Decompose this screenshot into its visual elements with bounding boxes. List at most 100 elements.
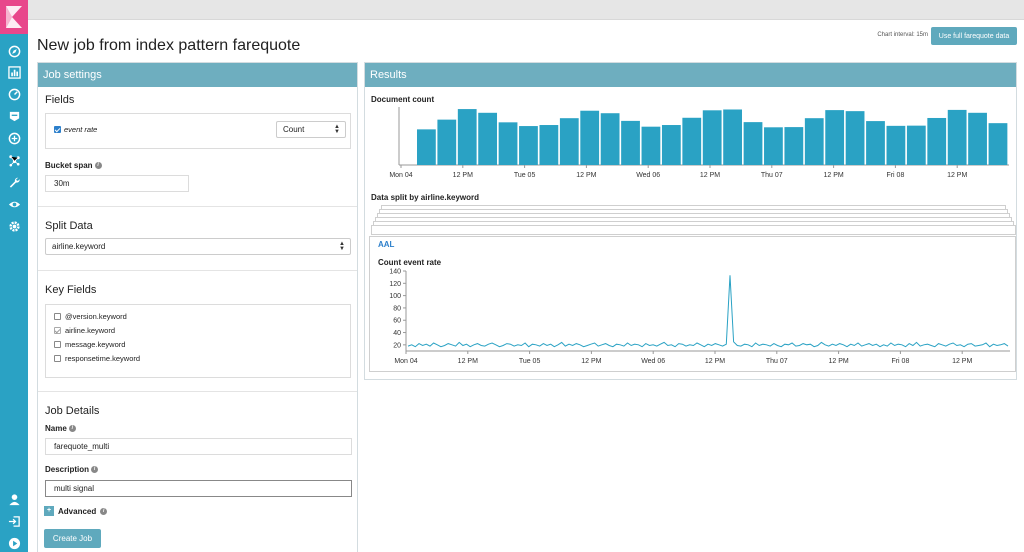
x-tick-label: 12 PM [705,358,725,365]
job-settings-header: Job settings [38,63,357,87]
stacked-split-card[interactable] [371,225,1016,235]
bar[interactable] [478,112,498,165]
key-field-responsetime[interactable]: responsetime.keyword [54,354,140,363]
dashboard-icon[interactable] [5,85,23,103]
bar[interactable] [539,125,559,165]
management-icon[interactable] [5,217,23,235]
event-rate-line[interactable] [407,275,1009,348]
bar[interactable] [457,109,477,165]
key-field-label: @version.keyword [65,312,127,321]
x-tick-label: 12 PM [947,172,967,179]
expand-plus-icon[interactable]: + [44,506,54,516]
bar[interactable] [682,117,702,165]
results-panel: Results Document count Mon 04 12 PM Tue 05… [364,62,1017,380]
key-field-message[interactable]: message.keyword [54,340,125,349]
x-tick-label: 12 PM [458,358,478,365]
discover-icon[interactable] [5,42,23,60]
x-tick-label: 12 PM [576,172,596,179]
y-tick-label: 140 [389,269,401,276]
bar[interactable] [906,125,926,165]
split-card-aal[interactable]: AAL Count event rate 20 40 60 80 100 120 140 Mo… [369,236,1016,372]
use-full-data-button[interactable]: Use full farequote data [931,27,1017,45]
bar[interactable] [784,127,804,165]
kibana-logo[interactable] [0,0,28,34]
bar[interactable] [947,109,967,165]
document-count-chart: Mon 04 12 PM Tue 05 12 PM Wed 06 12 PM Thu 07 1… [389,107,1009,179]
split-title: Data split by airline.keyword [371,193,480,202]
bar[interactable] [723,109,742,165]
bar[interactable] [886,125,906,165]
bar[interactable] [845,111,865,165]
checkbox[interactable] [54,341,61,348]
advanced-toggle[interactable]: + Advanced i [44,506,108,516]
bar[interactable] [825,110,845,165]
advanced-label: Advanced [58,506,97,516]
split-data-select[interactable]: airline.keyword ▲ ▼ [45,238,351,255]
event-rate-checkbox[interactable] [54,126,61,133]
bar[interactable] [417,129,436,165]
bar[interactable] [743,122,763,165]
bucket-span-label-text: Bucket span [45,161,93,170]
job-name-input[interactable]: farequote_multi [45,438,352,455]
count-event-rate-chart: 20 40 60 80 100 120 140 Mon 04 12 PM Tue 05 12 PM W… [389,269,1010,365]
bar[interactable] [702,110,722,165]
top-bar [28,0,1024,20]
bar[interactable] [641,126,661,165]
x-tick-label: Mon 04 [389,172,412,179]
divider [38,206,357,207]
job-description-input[interactable]: multi signal [45,480,352,497]
checkbox[interactable] [54,327,61,334]
monitoring-icon[interactable] [5,195,23,213]
key-field-airline[interactable]: airline.keyword [54,326,115,335]
function-select[interactable]: Count ▲ ▼ [276,121,346,138]
info-icon[interactable]: i [68,425,76,432]
info-icon[interactable]: i [91,466,99,473]
event-rate-field[interactable]: event rate [54,125,97,134]
bar[interactable] [764,127,783,165]
x-tick-label: Mon 04 [394,358,417,365]
bar[interactable] [498,122,518,165]
bar[interactable] [661,125,681,165]
x-tick-label: 12 PM [453,172,473,179]
kibana-logo-icon [6,6,22,28]
bar[interactable] [559,118,579,165]
graph-icon[interactable] [5,151,23,169]
x-tick-label: Wed 06 [641,358,665,365]
bar[interactable] [927,117,947,165]
checkbox[interactable] [54,355,61,362]
page-title: New job from index pattern farequote [37,37,301,54]
bar[interactable] [968,112,987,165]
collapse-icon[interactable] [5,534,23,552]
dev-tools-icon[interactable] [5,173,23,191]
split-chart-title: Count event rate [378,258,442,267]
divider [38,391,357,392]
event-rate-label: event rate [64,125,98,134]
machine-learning-icon[interactable] [5,129,23,147]
key-field-version[interactable]: @version.keyword [54,312,127,321]
bar[interactable] [988,123,1008,165]
name-label-text: Name [45,424,67,433]
y-tick-label: 120 [389,281,401,288]
logout-icon[interactable] [5,512,23,530]
bar[interactable] [580,110,600,165]
checkbox[interactable] [54,313,61,320]
select-arrows-icon: ▲ ▼ [339,241,345,252]
x-tick-label: 12 PM [581,358,601,365]
visualize-icon[interactable] [5,63,23,81]
bar[interactable] [621,120,640,165]
info-icon[interactable]: i [94,162,102,169]
bar[interactable] [437,119,457,165]
bar[interactable] [600,113,620,165]
user-icon[interactable] [5,490,23,508]
x-tick-label: Tue 05 [514,172,536,179]
create-job-button[interactable]: Create Job [44,529,101,548]
bar[interactable] [804,118,824,165]
info-icon[interactable]: i [100,507,108,515]
timelion-icon[interactable] [5,107,23,125]
y-tick-label: 100 [389,293,401,300]
bar[interactable] [866,121,885,165]
bar[interactable] [519,126,538,165]
key-fields-title: Key Fields [45,284,97,296]
bucket-span-input[interactable]: 30m [45,175,189,192]
